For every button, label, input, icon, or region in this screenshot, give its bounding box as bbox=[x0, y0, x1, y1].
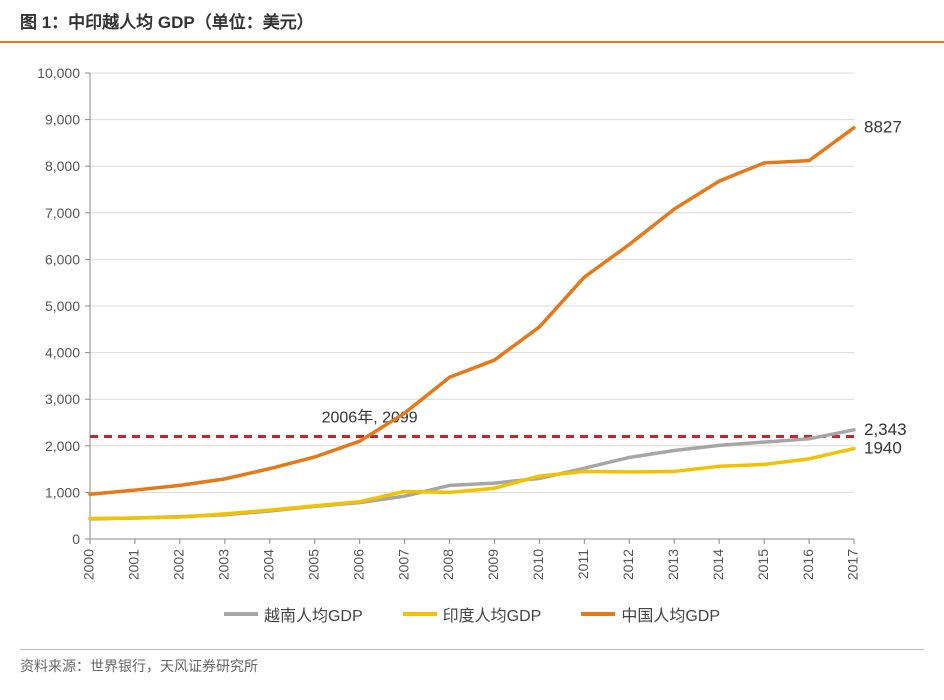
svg-text:7,000: 7,000 bbox=[45, 205, 80, 221]
svg-text:2,000: 2,000 bbox=[45, 438, 80, 454]
svg-text:2005: 2005 bbox=[305, 549, 321, 580]
svg-text:2007: 2007 bbox=[395, 549, 411, 580]
svg-text:9,000: 9,000 bbox=[45, 112, 80, 128]
legend-item: 越南人均GDP bbox=[224, 602, 363, 626]
svg-text:2014: 2014 bbox=[710, 549, 726, 580]
svg-text:1940: 1940 bbox=[864, 439, 902, 458]
legend-label: 越南人均GDP bbox=[264, 602, 363, 626]
svg-text:0: 0 bbox=[72, 531, 80, 547]
chart-area: 0 1,000 2,000 3,000 4,000 5,000 6,000 7,000 8,00… bbox=[20, 53, 924, 643]
source-label: 资料来源：世界银行，天风证券研究所 bbox=[0, 650, 944, 682]
svg-text:2017: 2017 bbox=[845, 549, 861, 580]
svg-text:8827: 8827 bbox=[864, 118, 902, 137]
svg-text:2015: 2015 bbox=[755, 549, 771, 580]
legend-item: 中国人均GDP bbox=[581, 602, 720, 626]
svg-text:2,343: 2,343 bbox=[864, 420, 907, 439]
svg-text:2006: 2006 bbox=[350, 549, 366, 580]
svg-text:2003: 2003 bbox=[216, 549, 232, 580]
svg-text:2013: 2013 bbox=[665, 549, 681, 580]
svg-text:2016: 2016 bbox=[800, 549, 816, 580]
legend-swatch bbox=[224, 612, 258, 616]
svg-text:10,000: 10,000 bbox=[37, 65, 80, 81]
svg-text:2004: 2004 bbox=[260, 549, 276, 580]
svg-text:2011: 2011 bbox=[575, 549, 591, 579]
legend-label: 印度人均GDP bbox=[443, 602, 542, 626]
svg-text:2002: 2002 bbox=[171, 549, 187, 580]
chart-legend: 越南人均GDP 印度人均GDP 中国人均GDP bbox=[20, 602, 924, 626]
legend-swatch bbox=[581, 612, 615, 616]
svg-text:2009: 2009 bbox=[485, 549, 501, 580]
svg-text:2000: 2000 bbox=[81, 549, 97, 580]
svg-text:8,000: 8,000 bbox=[45, 158, 80, 174]
svg-text:2010: 2010 bbox=[530, 549, 546, 580]
svg-text:5,000: 5,000 bbox=[45, 298, 80, 314]
svg-text:2012: 2012 bbox=[620, 549, 636, 580]
svg-text:3,000: 3,000 bbox=[45, 391, 80, 407]
chart-title: 图 1：中印越人均 GDP（单位：美元） bbox=[0, 0, 944, 43]
svg-text:2008: 2008 bbox=[440, 549, 456, 580]
legend-swatch bbox=[403, 612, 437, 616]
svg-text:4,000: 4,000 bbox=[45, 345, 80, 361]
svg-text:6,000: 6,000 bbox=[45, 251, 80, 267]
legend-item: 印度人均GDP bbox=[403, 602, 542, 626]
svg-text:2006年, 2099: 2006年, 2099 bbox=[322, 408, 418, 426]
legend-label: 中国人均GDP bbox=[621, 602, 720, 626]
line-chart-svg: 0 1,000 2,000 3,000 4,000 5,000 6,000 7,000 8,00… bbox=[20, 53, 924, 601]
svg-text:1,000: 1,000 bbox=[45, 484, 80, 500]
svg-text:2001: 2001 bbox=[126, 549, 142, 580]
